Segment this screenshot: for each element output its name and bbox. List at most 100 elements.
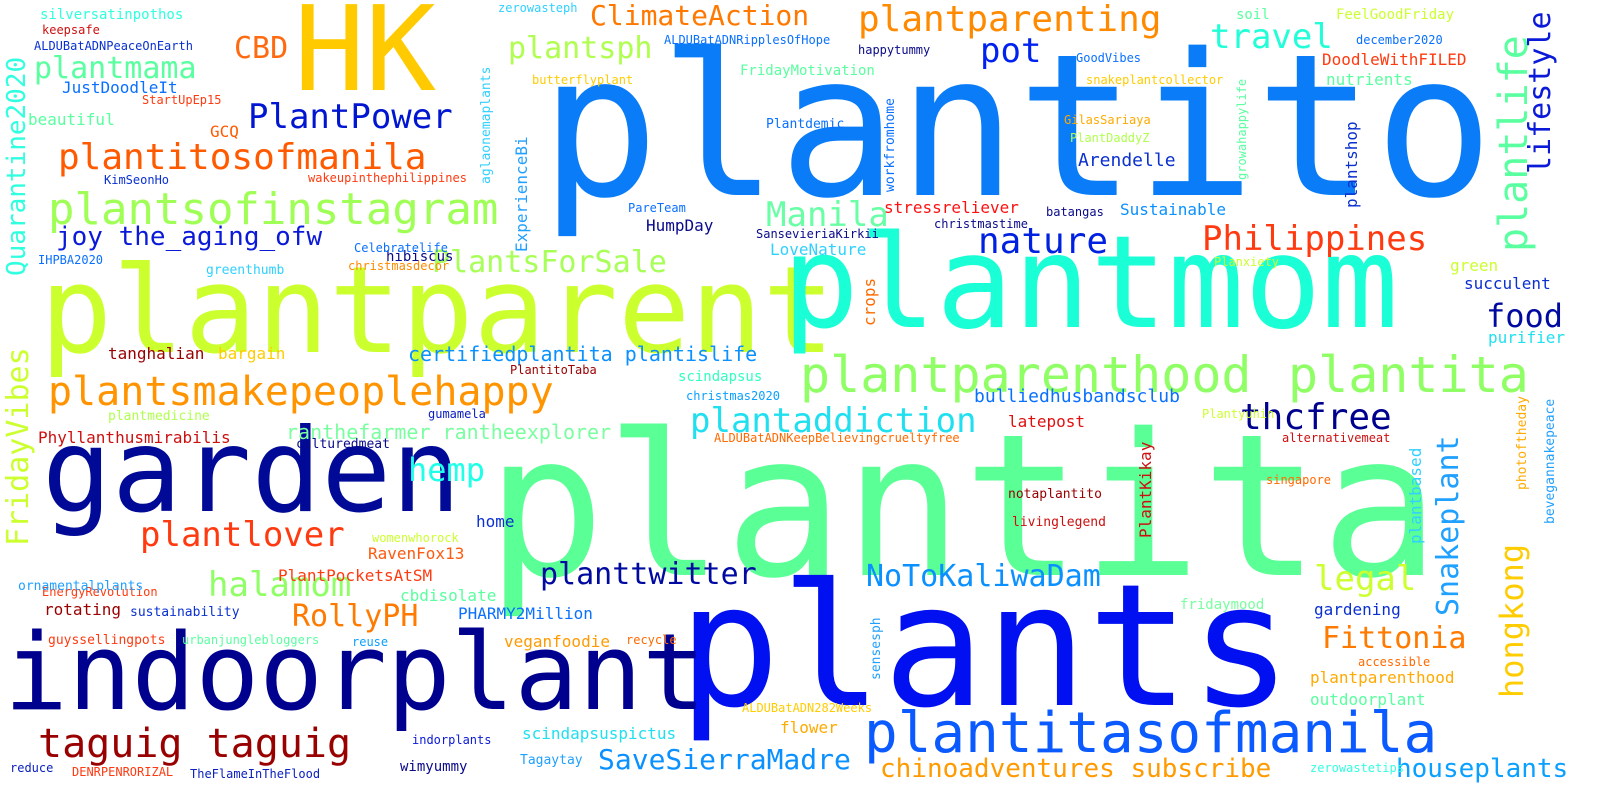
cloud-word: christmasdecor [348, 259, 450, 273]
cloud-word: indorplants [412, 733, 492, 747]
cloud-word: plantbased [1406, 447, 1425, 544]
cloud-word: legal [1314, 559, 1417, 599]
cloud-word: certifiedplantita plantislife [408, 342, 758, 366]
cloud-word: food [1486, 297, 1564, 335]
cloud-word: Phyllanthusmirabilis [38, 428, 231, 447]
cloud-word: home [476, 512, 515, 531]
cloud-word: Arendelle [1078, 150, 1176, 171]
cloud-word: SaveSierraMadre [598, 743, 851, 776]
cloud-word: PlantPower [248, 97, 453, 137]
cloud-word: ALDUBatADNKeepBelievingcrueltyfree [714, 431, 960, 445]
cloud-word: zerowastetips [1310, 761, 1404, 775]
cloud-word: travel [1210, 17, 1333, 57]
cloud-word: purifier [1488, 328, 1566, 347]
cloud-word: scindapsuspictus [522, 724, 677, 743]
cloud-word: Sustainable [1120, 200, 1226, 219]
cloud-word: Plantyuhin [1202, 407, 1275, 421]
cloud-word: batangas [1046, 205, 1104, 219]
cloud-word: tanghalian [108, 344, 205, 363]
cloud-word: sustainability [130, 605, 240, 620]
cloud-word: hibiscus [386, 249, 454, 265]
cloud-word: ALDUBatADNRipplesOfHope [664, 33, 831, 47]
cloud-word: Planxiety [1214, 255, 1280, 269]
cloud-word: Celebratelife [354, 241, 448, 255]
cloud-word: plantsofinstagram [48, 184, 499, 235]
cloud-word: IHPBA2020 [38, 253, 104, 267]
cloud-word: cbdisolate [400, 586, 497, 605]
cloud-word: plantsph [508, 31, 653, 66]
cloud-word: gardening [1314, 600, 1401, 619]
cloud-word: plantito [540, 11, 1494, 242]
cloud-word: KimSeonHo [104, 173, 170, 187]
cloud-word: planttwitter [540, 557, 757, 592]
cloud-word: sensesph [869, 617, 884, 680]
cloud-word: GCQ [210, 122, 239, 141]
cloud-word: workfromhome [883, 98, 898, 192]
cloud-word: bargain [218, 344, 286, 363]
cloud-word: ClimateAction [590, 0, 810, 32]
cloud-word: LoveNature [770, 240, 867, 259]
cloud-word: halamom [208, 565, 352, 605]
cloud-word: Snakeplant [1431, 435, 1466, 616]
cloud-word: plantparenthood [1310, 668, 1455, 687]
cloud-word: CBD [234, 31, 289, 66]
cloud-word: thcfree [1240, 397, 1392, 438]
cloud-word: aglaonemaplants [479, 66, 494, 184]
cloud-word: Fittonia [1322, 621, 1467, 656]
cloud-word: PlantDaddyZ [1070, 131, 1150, 145]
cloud-word: soil [1236, 7, 1270, 23]
cloud-word: Philippines [1202, 219, 1428, 259]
cloud-word: fridaymood [1180, 597, 1265, 613]
cloud-word: stressreliever [884, 198, 1019, 217]
cloud-word: happytummy [858, 43, 931, 57]
cloud-word: DoodleWithFILED [1322, 50, 1467, 69]
cloud-word: notaplantito [1008, 487, 1102, 502]
cloud-word: silversatinpothos [40, 7, 184, 23]
cloud-word: RollyPH [292, 599, 419, 634]
cloud-word: christmastime [934, 217, 1028, 231]
cloud-word: PlantsForSale [432, 245, 667, 280]
cloud-word: outdoorplant [1310, 690, 1426, 709]
cloud-word: FeelGoodFriday [1336, 7, 1455, 23]
cloud-word: NoToKaliwaDam [866, 559, 1101, 594]
cloud-word: plantlover [140, 515, 345, 555]
cloud-word: joy the_aging_ofw [56, 222, 323, 252]
cloud-word: SansevieriaKirkii [756, 227, 879, 241]
cloud-word: plantparenting [858, 0, 1162, 40]
cloud-word: recycle [626, 633, 677, 647]
cloud-word: Manila [766, 195, 889, 235]
cloud-word: houseplants [1396, 754, 1569, 784]
cloud-word: plantmama [34, 51, 197, 86]
cloud-word: PHARMY2Million [458, 604, 593, 623]
cloud-word: plantparent [40, 242, 835, 381]
cloud-word: alternativemeat [1282, 431, 1391, 445]
cloud-word: plantsmakepeoplehappy [48, 369, 554, 415]
cloud-word: womenwhorock [372, 531, 459, 545]
cloud-word: RavenFox13 [368, 544, 465, 563]
cloud-word: plantita [486, 391, 1440, 622]
cloud-word: TheFlameInTheFlood [190, 767, 321, 781]
cloud-word: ALDUBatADNPeaceOnEarth [34, 39, 193, 53]
cloud-word: zerowasteph [498, 1, 578, 15]
cloud-word: plantshop [1342, 121, 1361, 208]
cloud-word: EnergyRevolution [42, 585, 158, 599]
cloud-word: Quarantine2020 [2, 56, 32, 276]
cloud-word: Tagaytay [520, 753, 583, 768]
cloud-word: latepost [1008, 412, 1086, 431]
cloud-word: butterflyplant [532, 73, 634, 87]
cloud-word: HumpDay [646, 216, 714, 235]
cloud-word: culturedmeat [296, 437, 390, 452]
cloud-word: wimyummy [400, 759, 468, 775]
cloud-word: hongkong [1493, 543, 1531, 698]
cloud-word: beautiful [28, 110, 115, 129]
cloud-word: HK [294, 0, 437, 118]
cloud-word: plantitosofmanila [58, 137, 427, 178]
cloud-word: ExperienceBi [512, 136, 531, 252]
cloud-word: accessible [1358, 655, 1431, 669]
cloud-word: growahappylife [1235, 78, 1249, 180]
cloud-word: taguig taguig [38, 721, 352, 767]
cloud-word: pot [980, 31, 1042, 71]
cloud-word: rotating [44, 600, 122, 619]
cloud-word: indoorplant [4, 611, 706, 734]
